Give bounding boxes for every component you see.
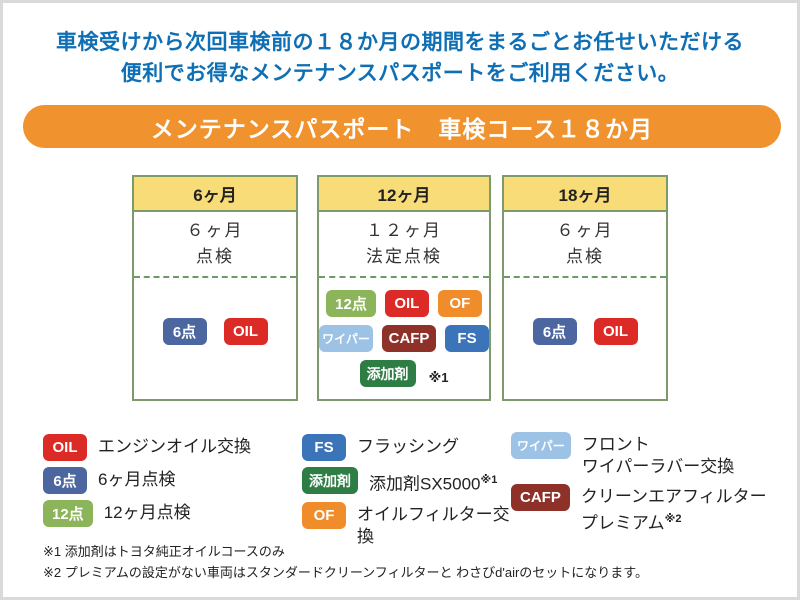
inspection-label: ６ヶ月 点検 <box>504 212 666 278</box>
inspection-line-2: 法定点検 <box>366 247 442 266</box>
inspection-label: １２ヶ月 法定点検 <box>319 212 489 278</box>
legend-item-oil: OIL エンジンオイル交換 <box>43 434 293 461</box>
legend-item-wiper: ワイパー フロント ワイパーラバー交換 <box>511 432 776 478</box>
badge-fs: FS <box>302 434 346 461</box>
footnotes: ※1 添加剤はトヨタ純正オイルコースのみ ※2 プレミアムの設定がない車両はスタ… <box>43 541 648 583</box>
badge-additive: 添加剤 <box>359 360 416 387</box>
legend-item-12point: 12点 12ヶ月点検 <box>43 500 293 527</box>
legend-label: オイルフィルター交換 <box>357 504 510 546</box>
badge-row: ワイパー CAFP FS <box>319 325 489 352</box>
course-title-banner: メンテナンスパスポート 車検コース１８か月 <box>23 105 781 148</box>
intro-text: 車検受けから次回車検前の１８か月の期間をまるごとお任せいただける 便利でお得なメ… <box>3 27 797 89</box>
course-column-12month: 12ヶ月 １２ヶ月 法定点検 12点 OIL OF ワイパー CAFP FS 添… <box>317 175 491 401</box>
badge-wiper: ワイパー <box>319 325 374 352</box>
inspection-label: ６ヶ月 点検 <box>134 212 296 278</box>
badge-6point: 6点 <box>532 318 577 345</box>
badge-of: OF <box>302 501 346 529</box>
legend-column-3: ワイパー フロント ワイパーラバー交換 CAFP クリーンエアフィルター プレミアム… <box>511 432 776 541</box>
badge-additive: 添加剤 <box>302 467 358 494</box>
badge-12point: 12点 <box>326 290 376 317</box>
badge-oil: OIL <box>43 434 87 461</box>
inspection-line-1: １２ヶ月 <box>366 221 442 240</box>
inspection-line-2: 点検 <box>196 247 234 266</box>
badge-fs: FS <box>445 325 489 352</box>
service-badges-area: 6点 OIL <box>134 318 296 437</box>
inspection-line-1: ６ヶ月 <box>186 221 244 240</box>
inspection-line-2: 点検 <box>566 247 604 266</box>
legend-label: 12ヶ月点検 <box>103 503 191 522</box>
badge-6point: 6点 <box>43 467 87 494</box>
badge-row: 12点 OIL OF <box>319 290 489 317</box>
course-column-header: 12ヶ月 <box>319 177 489 212</box>
course-column-header: 18ヶ月 <box>504 177 666 212</box>
footnote-1: ※1 添加剤はトヨタ純正オイルコースのみ <box>43 544 285 559</box>
badge-cafp: CAFP <box>511 484 570 511</box>
legend-label: エンジンオイル交換 <box>98 437 251 456</box>
badge-cafp: CAFP <box>382 325 436 352</box>
footnote-2: ※2 プレミアムの設定がない車両はスタンダードクリーンフィルターと わさびd'a… <box>43 565 648 580</box>
legend-item-6point: 6点 6ヶ月点検 <box>43 467 293 494</box>
legend-item-additive: 添加剤 添加剤SX5000※1 <box>302 467 517 496</box>
intro-line-1: 車検受けから次回車検前の１８か月の期間をまるごとお任せいただける <box>56 31 744 54</box>
legend-column-2: FS フラッシング 添加剤 添加剤SX5000※1 OF オイルフィルター交換 <box>302 434 517 554</box>
course-column-6month: 6ヶ月 ６ヶ月 点検 6点 OIL <box>132 175 298 401</box>
badge-oil: OIL <box>384 290 429 317</box>
service-badges-area: 6点 OIL <box>504 318 666 437</box>
badge-row: 添加剤 ※1 <box>319 360 489 387</box>
badge-6point: 6点 <box>162 318 207 345</box>
course-column-18month: 18ヶ月 ６ヶ月 点検 6点 OIL <box>502 175 668 401</box>
course-column-header: 6ヶ月 <box>134 177 296 212</box>
badge-footnote-marker: ※1 <box>428 369 449 385</box>
legend-label: 6ヶ月点検 <box>98 470 176 489</box>
service-badges-area: 12点 OIL OF ワイパー CAFP FS 添加剤 ※1 <box>319 290 489 409</box>
inspection-line-1: ６ヶ月 <box>556 221 614 240</box>
intro-line-2: 便利でお得なメンテナンスパスポートをご利用ください。 <box>120 62 680 85</box>
badge-wiper: ワイパー <box>511 432 571 459</box>
badge-of: OF <box>437 290 482 317</box>
legend-label: クリーンエアフィルター プレミアム※2 <box>580 487 767 533</box>
course-title-text: メンテナンスパスポート 車検コース１８か月 <box>150 115 654 142</box>
legend-label: 添加剤SX5000※1 <box>369 474 498 494</box>
legend-item-of: OF オイルフィルター交換 <box>302 501 517 548</box>
badge-oil: OIL <box>593 318 638 345</box>
footnote-marker: ※2 <box>664 513 682 525</box>
legend-label: フラッシング <box>357 437 459 456</box>
legend-item-cafp: CAFP クリーンエアフィルター プレミアム※2 <box>511 484 776 535</box>
badge-12point: 12点 <box>43 500 93 527</box>
legend-label: フロント ワイパーラバー交換 <box>581 435 735 476</box>
badge-oil: OIL <box>223 318 268 345</box>
badge-row: 6点 OIL <box>504 318 666 345</box>
footnote-marker: ※1 <box>480 474 498 486</box>
legend-column-1: OIL エンジンオイル交換 6点 6ヶ月点検 12点 12ヶ月点検 <box>43 434 293 533</box>
legend-item-fs: FS フラッシング <box>302 434 517 461</box>
badge-row: 6点 OIL <box>134 318 296 345</box>
